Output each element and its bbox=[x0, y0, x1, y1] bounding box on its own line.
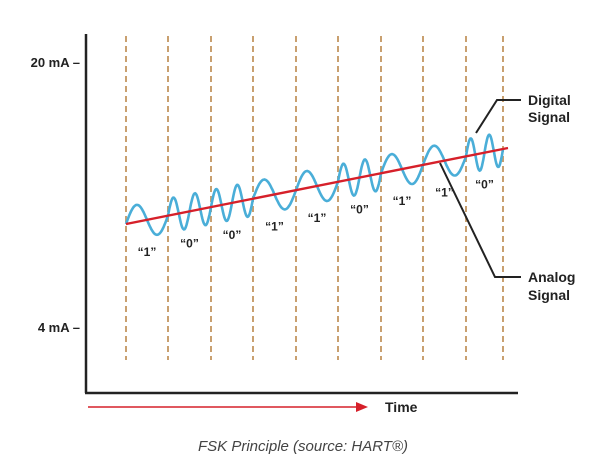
y-tick-4ma: 4 mA – bbox=[38, 320, 80, 335]
bit-dividers bbox=[125, 36, 504, 360]
analog-callout-line1: Analog bbox=[528, 269, 575, 285]
x-axis-label: Time bbox=[385, 399, 418, 415]
bit-label: “1” bbox=[435, 186, 454, 200]
digital-callout-line2: Signal bbox=[528, 109, 570, 125]
bit-label: “0” bbox=[475, 178, 494, 192]
digital-callout-line bbox=[475, 99, 521, 134]
digital-callout-line1: Digital bbox=[528, 92, 571, 108]
bit-label: “0” bbox=[350, 203, 369, 217]
bit-label: “1” bbox=[393, 194, 412, 208]
bit-label: “1” bbox=[138, 245, 157, 259]
bit-label: “0” bbox=[180, 236, 199, 250]
bit-label: “0” bbox=[223, 228, 242, 242]
y-tick-20ma: 20 mA – bbox=[31, 55, 80, 70]
bit-label: “1” bbox=[308, 211, 327, 225]
time-arrow-head bbox=[356, 402, 368, 412]
bit-labels: “1” “0” “0” “1” “1” “0” “1” “1” “0” bbox=[138, 178, 494, 259]
analog-signal-line bbox=[125, 146, 509, 226]
analog-callout-line bbox=[439, 162, 521, 278]
caption: FSK Principle (source: HART®) bbox=[198, 438, 408, 455]
bit-label: “1” bbox=[265, 219, 284, 233]
analog-callout-line2: Signal bbox=[528, 287, 570, 303]
